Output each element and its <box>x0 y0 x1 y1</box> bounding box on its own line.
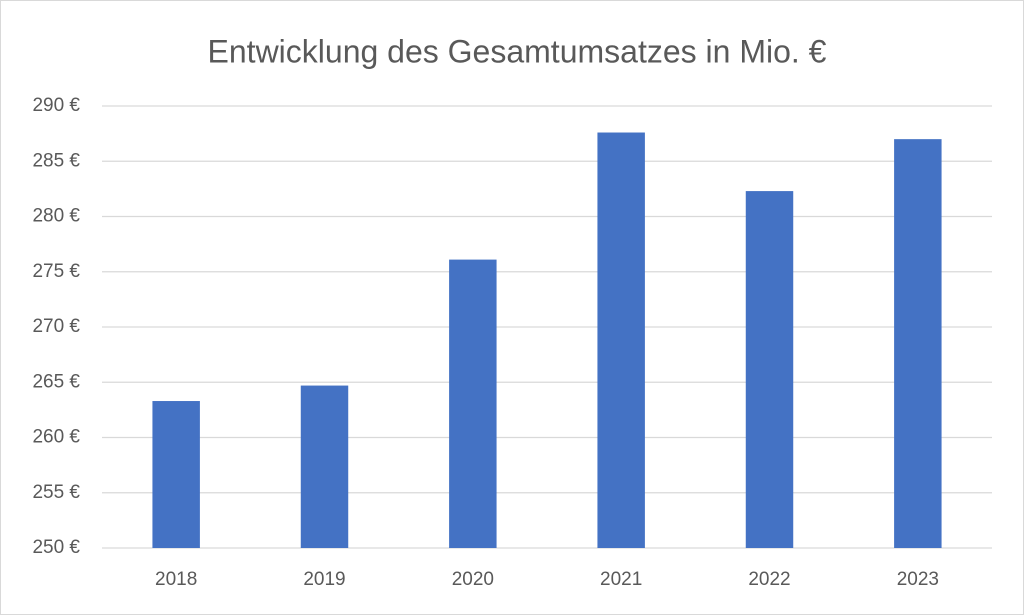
chart-title: Entwicklung des Gesamtumsatzes in Mio. € <box>208 33 827 69</box>
y-tick-label: 285 € <box>32 150 80 171</box>
y-tick-label: 255 € <box>32 482 80 503</box>
bar <box>894 139 942 548</box>
y-tick-label: 280 € <box>32 206 80 227</box>
x-tick-label: 2018 <box>155 569 197 590</box>
y-tick-label: 260 € <box>32 427 80 448</box>
bar <box>597 132 645 548</box>
y-tick-label: 275 € <box>32 261 80 282</box>
y-tick-label: 270 € <box>32 316 80 337</box>
y-tick-label: 250 € <box>32 537 80 558</box>
x-tick-label: 2023 <box>897 569 939 590</box>
x-tick-label: 2020 <box>452 569 494 590</box>
y-tick-label: 265 € <box>32 371 80 392</box>
bar <box>745 191 794 548</box>
y-tick-label: 290 € <box>32 95 80 116</box>
x-tick-label: 2019 <box>303 569 345 590</box>
bar <box>300 385 349 548</box>
x-tick-label: 2022 <box>748 569 790 590</box>
bar <box>152 401 200 548</box>
x-tick-label: 2021 <box>600 569 642 590</box>
bar <box>449 259 497 548</box>
